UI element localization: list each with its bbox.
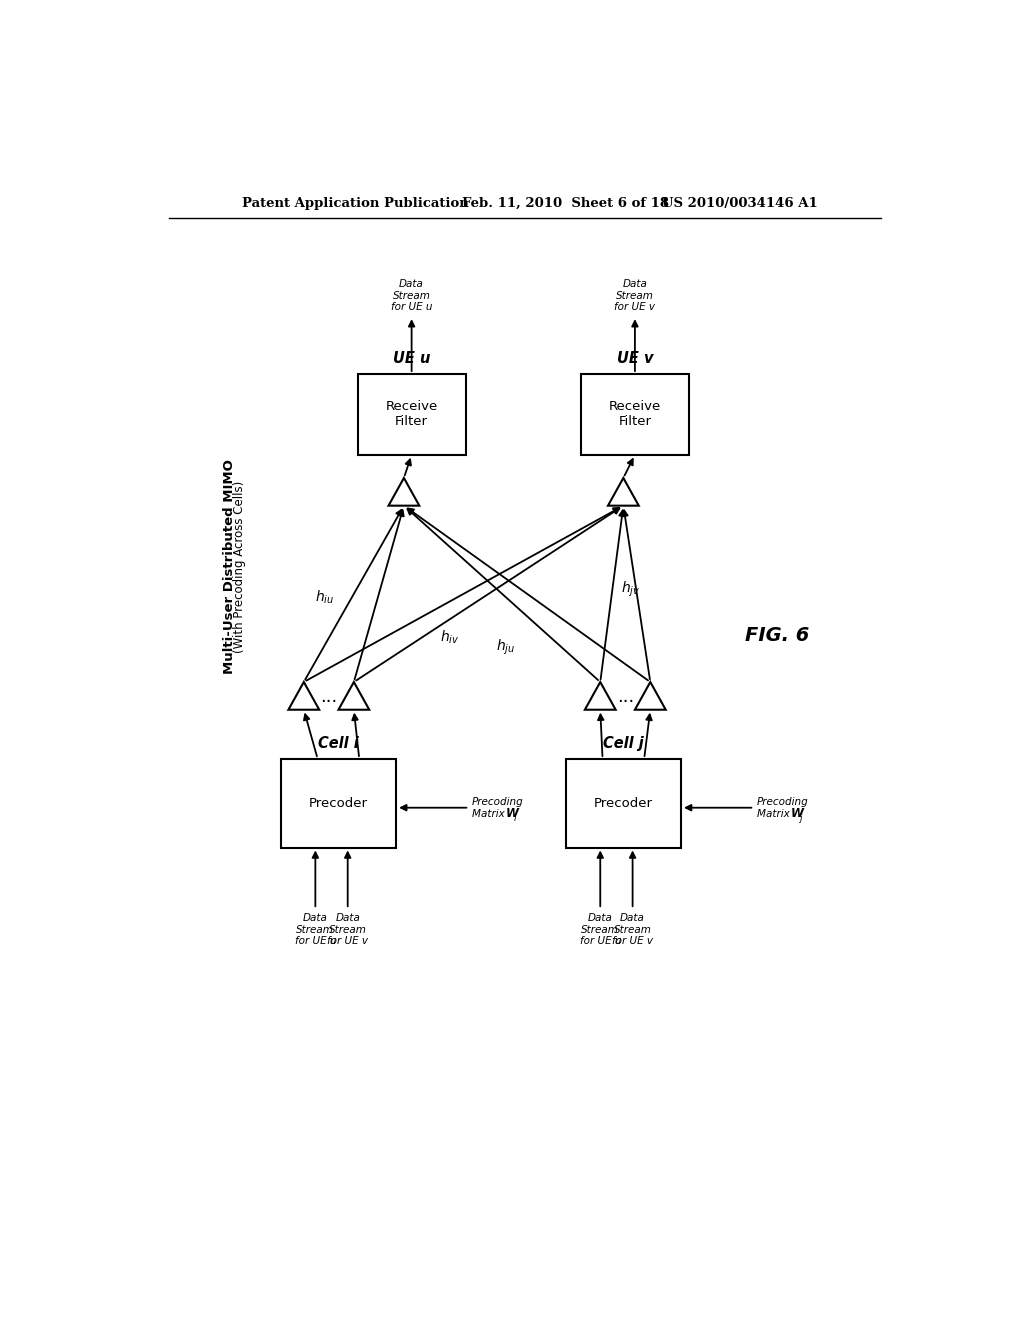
Text: UE v: UE v (616, 351, 653, 366)
Text: Multi-User Distributed MIMO: Multi-User Distributed MIMO (222, 459, 236, 675)
Polygon shape (289, 682, 319, 710)
Polygon shape (635, 682, 666, 710)
Text: (With Precoding Across Cells): (With Precoding Across Cells) (233, 480, 247, 652)
Text: Data
Stream
for UE u: Data Stream for UE u (391, 280, 432, 313)
Text: Cell j: Cell j (603, 737, 644, 751)
Text: FIG. 6: FIG. 6 (745, 626, 810, 645)
Text: ...: ... (321, 689, 338, 706)
Polygon shape (608, 478, 639, 506)
Polygon shape (585, 682, 615, 710)
Text: W: W (791, 808, 804, 820)
Text: $h_{iv}$: $h_{iv}$ (440, 628, 460, 645)
Text: Patent Application Publication: Patent Application Publication (243, 197, 469, 210)
Text: Matrix: Matrix (757, 809, 793, 818)
Polygon shape (339, 682, 370, 710)
Text: US 2010/0034146 A1: US 2010/0034146 A1 (662, 197, 817, 210)
Text: Receive
Filter: Receive Filter (609, 400, 662, 429)
Text: Data
Stream
for UE u: Data Stream for UE u (580, 913, 621, 946)
Text: Data
Stream
for UE v: Data Stream for UE v (328, 913, 369, 946)
Text: Precoding: Precoding (472, 796, 523, 807)
Bar (357, 374, 466, 455)
Text: ...: ... (616, 689, 634, 706)
Text: Feb. 11, 2010  Sheet 6 of 18: Feb. 11, 2010 Sheet 6 of 18 (462, 197, 669, 210)
Text: Data
Stream
for UE v: Data Stream for UE v (612, 913, 653, 946)
Bar (581, 374, 689, 455)
Text: Cell i: Cell i (318, 737, 358, 751)
Polygon shape (388, 478, 419, 506)
Text: $h_{iu}$: $h_{iu}$ (315, 589, 334, 606)
Text: i: i (514, 814, 516, 822)
Text: $h_{ju}$: $h_{ju}$ (496, 638, 515, 657)
Bar (565, 759, 681, 847)
Text: W: W (506, 808, 518, 820)
Text: Receive
Filter: Receive Filter (385, 400, 437, 429)
Text: Precoding: Precoding (757, 796, 808, 807)
Bar (281, 759, 396, 847)
Text: $h_{jv}$: $h_{jv}$ (622, 579, 641, 599)
Text: Precoder: Precoder (309, 797, 368, 809)
Text: Data
Stream
for UE u: Data Stream for UE u (295, 913, 336, 946)
Text: Data
Stream
for UE v: Data Stream for UE v (614, 280, 655, 313)
Text: Precoder: Precoder (594, 797, 653, 809)
Text: j: j (799, 814, 802, 822)
Text: UE u: UE u (393, 351, 430, 366)
Text: Matrix: Matrix (472, 809, 508, 818)
